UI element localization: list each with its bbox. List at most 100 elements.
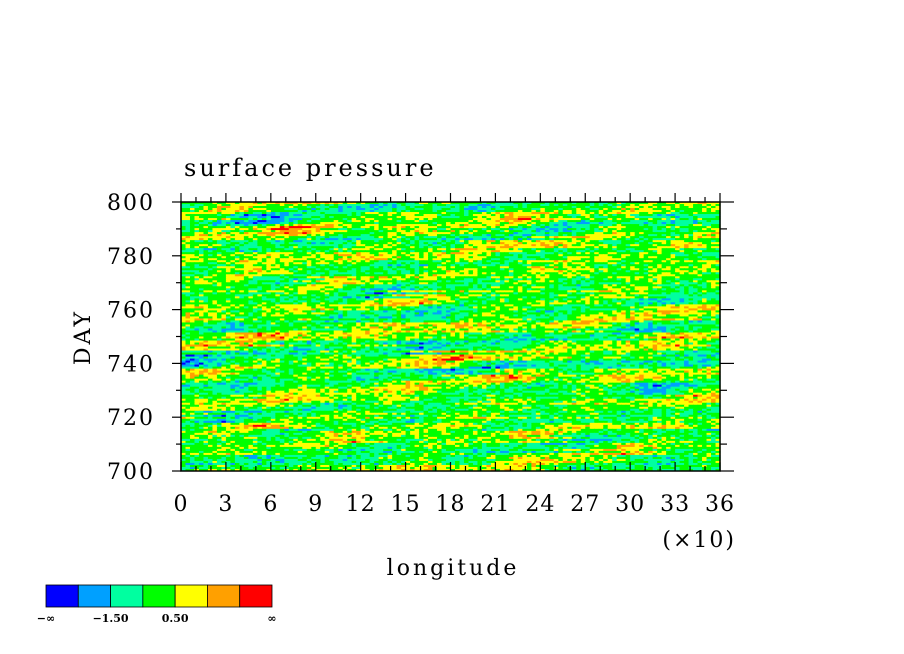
heatmap-cell xyxy=(684,212,690,215)
heatmap-cell xyxy=(643,222,649,225)
heatmap-cell xyxy=(423,216,429,219)
heatmap-cell xyxy=(499,226,505,229)
heatmap-cell xyxy=(612,206,618,209)
heatmap-cell xyxy=(499,206,505,209)
heatmap-cell xyxy=(706,210,712,213)
heatmap-cell xyxy=(454,220,461,223)
heatmap-cell xyxy=(356,204,362,207)
heatmap-cell xyxy=(571,210,577,213)
heatmap-cell xyxy=(693,214,699,217)
heatmap-cell xyxy=(279,226,285,229)
heatmap-cell xyxy=(432,218,438,221)
heatmap-cell xyxy=(513,208,519,211)
heatmap-cell xyxy=(702,224,708,227)
heatmap-cell xyxy=(463,220,470,223)
heatmap-cell xyxy=(549,218,555,221)
heatmap-cell xyxy=(230,220,236,223)
heatmap-cell xyxy=(288,206,294,209)
heatmap-cell xyxy=(513,226,519,229)
heatmap-cell xyxy=(288,212,294,215)
heatmap-cell xyxy=(454,222,461,225)
heatmap-cell xyxy=(639,218,645,221)
heatmap-cell xyxy=(468,222,474,225)
heatmap-cell xyxy=(711,202,717,205)
heatmap-cell xyxy=(463,204,470,207)
heatmap-cell xyxy=(360,214,366,217)
heatmap-cell xyxy=(648,212,654,215)
heatmap-cell xyxy=(544,220,550,223)
heatmap-cell xyxy=(275,206,281,209)
heatmap-cell xyxy=(459,212,465,215)
heatmap-cell xyxy=(315,210,321,213)
heatmap-cell xyxy=(675,212,681,215)
heatmap-cell xyxy=(284,224,290,227)
heatmap-cell xyxy=(639,216,645,219)
heatmap-cell xyxy=(185,220,191,223)
heatmap-cell xyxy=(657,224,663,227)
heatmap-cell xyxy=(643,206,649,209)
heatmap-cell xyxy=(652,224,658,227)
heatmap-cell xyxy=(549,224,555,227)
heatmap-cell xyxy=(679,216,685,219)
heatmap-cell xyxy=(463,202,470,205)
heatmap-cell xyxy=(580,218,586,221)
heatmap-cell xyxy=(351,206,357,209)
heatmap-cell xyxy=(306,222,312,225)
heatmap-cell xyxy=(477,226,483,229)
heatmap-cell xyxy=(423,220,429,223)
heatmap-cell xyxy=(203,208,209,211)
heatmap-cell xyxy=(185,218,191,221)
heatmap-cell xyxy=(279,204,285,207)
heatmap-cell xyxy=(216,210,223,213)
heatmap-cell xyxy=(419,214,425,217)
heatmap-cell xyxy=(360,226,366,229)
heatmap-cell xyxy=(198,206,205,209)
heatmap-cell xyxy=(499,214,505,217)
heatmap-cell xyxy=(302,214,308,217)
heatmap-cell xyxy=(625,222,631,225)
heatmap-cell xyxy=(630,212,636,215)
heatmap-cell xyxy=(410,220,416,223)
heatmap-cell xyxy=(198,212,205,215)
heatmap-cell xyxy=(378,224,384,227)
heatmap-cell xyxy=(181,226,187,229)
heatmap-cell xyxy=(715,216,721,219)
heatmap-cell xyxy=(477,208,483,211)
heatmap-cell xyxy=(207,210,214,213)
heatmap-cell xyxy=(490,220,497,223)
heatmap-cell xyxy=(216,222,223,225)
heatmap-cell xyxy=(405,204,411,207)
heatmap-cell xyxy=(207,212,214,215)
heatmap-cell xyxy=(702,216,708,219)
heatmap-cell xyxy=(185,206,191,209)
heatmap-cell xyxy=(522,210,528,213)
heatmap-cell xyxy=(544,218,550,221)
heatmap-cell xyxy=(702,210,708,213)
heatmap-cell xyxy=(423,208,429,211)
heatmap-cell xyxy=(684,206,690,209)
heatmap-cell xyxy=(517,218,523,221)
heatmap-cell xyxy=(630,202,636,205)
heatmap-cell xyxy=(419,218,425,221)
heatmap-cell xyxy=(338,204,344,207)
heatmap-cell xyxy=(446,208,452,211)
heatmap-cell xyxy=(311,212,317,215)
heatmap-cell xyxy=(414,204,420,207)
heatmap-cell xyxy=(356,218,362,221)
heatmap-cell xyxy=(531,220,537,223)
heatmap-cell xyxy=(270,226,276,229)
heatmap-cell xyxy=(446,216,452,219)
heatmap-cell xyxy=(693,220,699,223)
heatmap-cell xyxy=(495,226,501,229)
heatmap-cell xyxy=(329,206,335,209)
heatmap-cell xyxy=(284,212,290,215)
heatmap-cell xyxy=(553,216,559,219)
heatmap-cell xyxy=(392,214,398,217)
heatmap-cell xyxy=(454,204,461,207)
heatmap-cell xyxy=(315,226,321,229)
heatmap-cell xyxy=(508,208,514,211)
heatmap-cell xyxy=(639,214,645,217)
heatmap-cell xyxy=(401,226,407,229)
heatmap-cell xyxy=(243,222,249,225)
heatmap-cell xyxy=(239,226,245,229)
